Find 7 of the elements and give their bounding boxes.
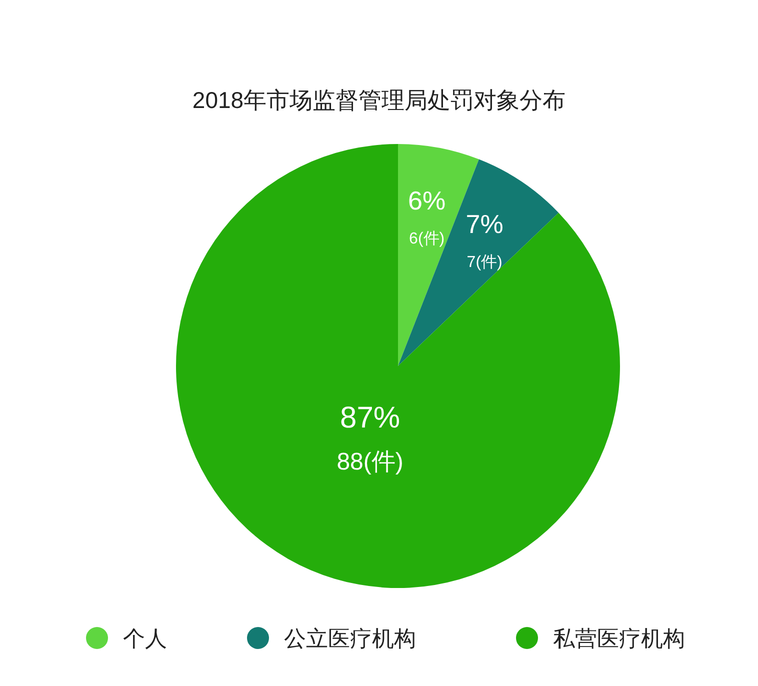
- legend-label: 公立医疗机构: [284, 626, 416, 651]
- chart-title: 2018年市场监督管理局处罚对象分布: [192, 87, 566, 113]
- legend-label: 个人: [123, 626, 167, 651]
- data-label: 87% 88(件): [336, 401, 404, 476]
- data-label: 6% 6(件): [408, 185, 446, 248]
- legend-label: 私营医疗机构: [553, 626, 685, 651]
- data-label: 7% 7(件): [466, 208, 504, 271]
